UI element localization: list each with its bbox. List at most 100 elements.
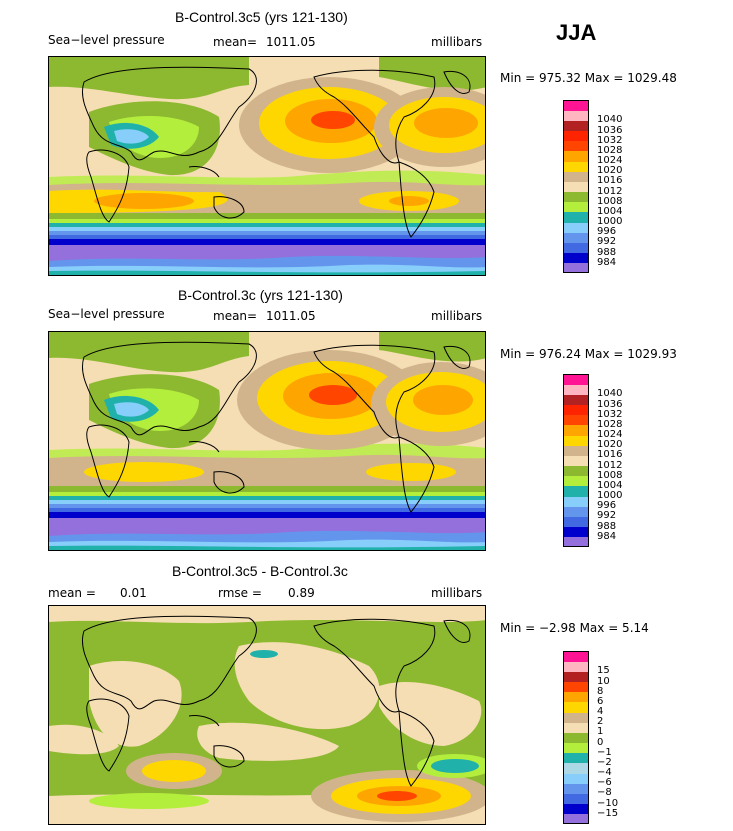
p2-atl-1024 [413, 385, 473, 415]
colorbar-swatch [563, 120, 589, 132]
colorbar-swatch [563, 171, 589, 182]
p2-north-green [49, 332, 485, 373]
colorbar-tick-label: 1012 [597, 459, 623, 471]
colorbar-swatch [563, 496, 589, 507]
p3-tan-1 [89, 661, 182, 747]
p2-pac-1028 [309, 385, 357, 405]
p2-band-1000 [49, 500, 485, 504]
p3-neg4 [89, 793, 209, 809]
p1-atl-1024 [414, 108, 478, 138]
panel1-units: millibars [431, 35, 483, 49]
p3-tan-2 [234, 642, 380, 730]
colorbar-tick-label: −2 [597, 756, 612, 768]
colorbar-swatch [563, 651, 589, 662]
colorbar-swatch [563, 691, 589, 703]
colorbar-tick-label: −6 [597, 777, 612, 789]
colorbar-tick-label: −8 [597, 787, 612, 799]
colorbar-swatch [563, 803, 589, 815]
colorbar-swatch [563, 242, 589, 254]
colorbar-tick-label: 1036 [597, 398, 623, 410]
colorbar-swatch [563, 445, 589, 456]
p3-neg2 [431, 759, 479, 773]
colorbar-swatch [563, 762, 589, 774]
colorbar-tick-label: −1 [597, 746, 612, 758]
colorbar-swatch [563, 465, 589, 477]
colorbar-tick-label: −15 [597, 807, 619, 819]
colorbar-swatch [563, 712, 589, 723]
panel2-title: B-Control.3c (yrs 121-130) [178, 287, 343, 303]
p1-band-988 [49, 239, 485, 245]
colorbar-swatch [563, 485, 589, 497]
colorbar-swatch [563, 424, 589, 436]
p1-s-1024-b [389, 196, 429, 206]
colorbar-tick-label: 1036 [597, 124, 623, 136]
p2-asia-lblue [114, 402, 149, 417]
colorbar-swatch [563, 384, 589, 395]
p2-band-996 [49, 504, 485, 508]
p3-pos6 [377, 791, 417, 801]
colorbar-swatch [563, 232, 589, 243]
colorbar-tick-label: 1040 [597, 388, 623, 400]
colorbar-swatch [563, 130, 589, 142]
panel2-mean-label: mean= [213, 309, 258, 323]
colorbar-tick-label: 992 [597, 236, 617, 248]
colorbar-swatch [563, 722, 589, 733]
colorbar-swatch [563, 742, 589, 754]
panel1-contour-field [49, 57, 485, 275]
p1-antarctic-c [49, 270, 485, 275]
p2-coastlines [81, 341, 471, 513]
colorbar-swatch [563, 475, 589, 487]
panel3-rmse-label: rmse = [218, 586, 262, 600]
colorbar-swatch [563, 793, 589, 805]
panel2-minmax: Min = 976.24 Max = 1029.93 [500, 347, 677, 361]
colorbar-swatch [563, 813, 589, 825]
p2-s-1020-b [366, 463, 456, 481]
colorbar-swatch [563, 435, 589, 446]
panel2-variable: Sea−level pressure [48, 307, 165, 321]
p3-tan-3 [379, 681, 482, 746]
colorbar-swatch [563, 374, 589, 385]
panel3-contour-field [49, 606, 485, 824]
colorbar-tick-label: 1004 [597, 205, 623, 217]
colorbar-tick-label: 996 [597, 500, 617, 512]
panel2-units: millibars [431, 309, 483, 323]
colorbar-tick-label: 1008 [597, 195, 623, 207]
p1-band-992 [49, 235, 485, 239]
colorbar-swatch [563, 191, 589, 203]
colorbar-swatch [563, 222, 589, 233]
colorbar-tick-label: 4 [597, 706, 604, 718]
colorbar-tick-label: 1020 [597, 439, 623, 451]
p1-band-996 [49, 231, 485, 235]
panel3-units: millibars [431, 586, 483, 600]
p1-band-1008 [49, 219, 485, 223]
colorbar-tick-label: 1032 [597, 134, 623, 146]
colorbar-swatch [563, 100, 589, 111]
colorbar-tick-label: 996 [597, 226, 617, 238]
p2-band-1012 [49, 486, 485, 492]
colorbar-swatch [563, 414, 589, 426]
colorbar-swatch [563, 110, 589, 121]
colorbar-tick-label: 0 [597, 736, 604, 748]
colorbar-swatch [563, 404, 589, 416]
colorbar-tick-label: 984 [597, 256, 617, 268]
p2-antarctic-c [49, 545, 485, 550]
panel1-mean-label: mean= [213, 35, 258, 49]
colorbar-tick-label: 1000 [597, 490, 623, 502]
p2-band-992 [49, 508, 485, 512]
colorbar-swatch [563, 140, 589, 152]
panel1-minmax: Min = 975.32 Max = 1029.48 [500, 71, 677, 85]
colorbar-tick-label: 1024 [597, 429, 623, 441]
colorbar-swatch [563, 752, 589, 764]
panel1-mean-value: 1011.05 [266, 35, 316, 49]
colorbar-swatch [563, 201, 589, 213]
panel3-map [48, 605, 486, 825]
colorbar-swatch [563, 262, 589, 274]
colorbar-tick-label: 1032 [597, 408, 623, 420]
colorbar-tick-label: 984 [597, 530, 617, 542]
panel3-minmax: Min = −2.98 Max = 5.14 [500, 621, 649, 635]
colorbar-swatch [563, 671, 589, 683]
colorbar-tick-label: 1028 [597, 418, 623, 430]
colorbar-tick-label: 988 [597, 246, 617, 258]
colorbar-tick-label: 1008 [597, 469, 623, 481]
p2-band-1008 [49, 492, 485, 496]
